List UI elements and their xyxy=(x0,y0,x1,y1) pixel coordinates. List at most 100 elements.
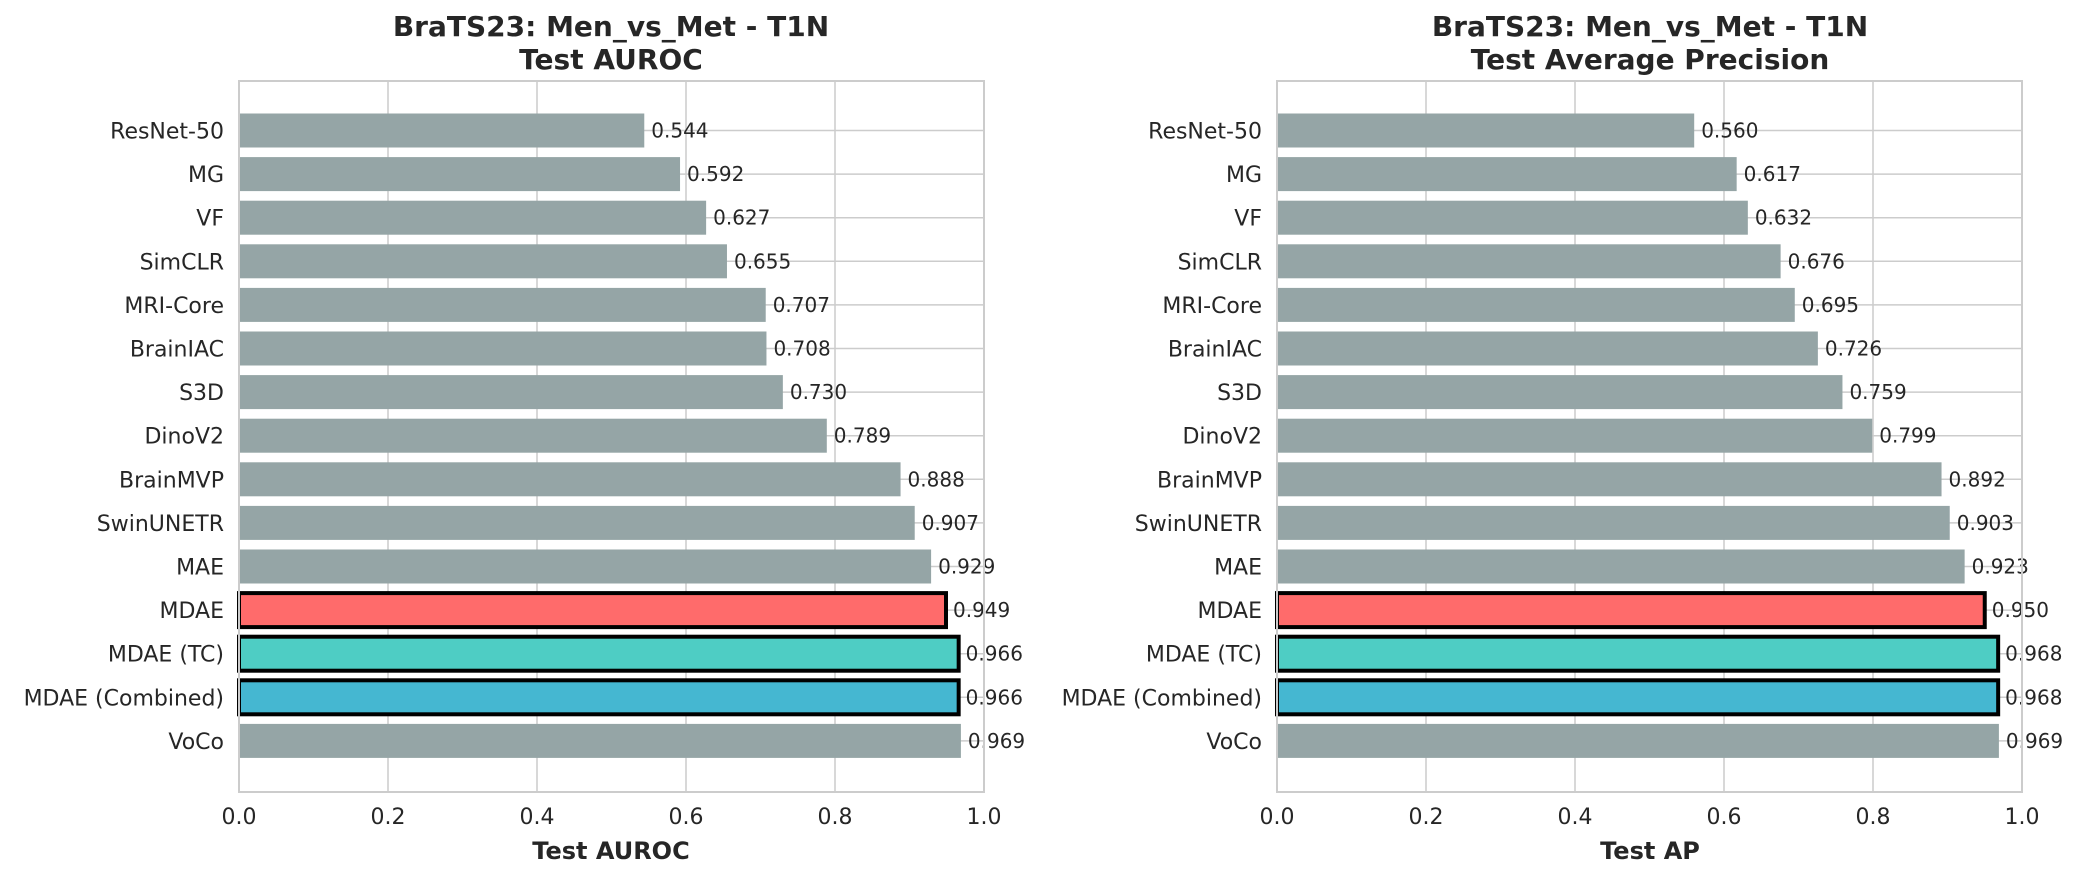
y-tick-label: MDAE xyxy=(160,599,225,624)
y-tick-label: SimCLR xyxy=(140,250,224,275)
y-tick-label: S3D xyxy=(1217,381,1262,406)
x-tick-label: 0.6 xyxy=(669,805,704,830)
y-tick-label: MAE xyxy=(1214,556,1262,581)
value-label: 0.655 xyxy=(734,249,791,273)
value-label: 0.726 xyxy=(1825,337,1882,361)
y-tick-label: MAE xyxy=(176,556,224,581)
value-label: 0.592 xyxy=(687,162,744,186)
bar-mdae xyxy=(1275,591,1987,630)
y-tick-label: MG xyxy=(188,163,224,188)
value-label: 0.966 xyxy=(966,685,1023,709)
y-tick-label: VF xyxy=(196,207,224,232)
plot-frame xyxy=(238,80,985,793)
bar-voco xyxy=(239,723,961,758)
bar-vf xyxy=(1277,200,1748,235)
y-tick-label: DinoV2 xyxy=(1182,425,1262,450)
x-tick-label: 1.0 xyxy=(967,805,1002,830)
y-tick-label: BrainIAC xyxy=(1168,338,1262,363)
y-tick-label: SwinUNETR xyxy=(97,512,224,537)
bar-mdae xyxy=(237,591,949,630)
x-tick-label: 0.4 xyxy=(1558,805,1593,830)
bar-brainiac xyxy=(1277,331,1818,366)
y-tick-label: BrainIAC xyxy=(130,338,224,363)
value-label: 0.949 xyxy=(953,598,1010,622)
y-tick-label: MRI-Core xyxy=(1162,294,1262,319)
y-tick-label: VoCo xyxy=(168,730,224,755)
bar-simclr xyxy=(1277,244,1781,279)
value-label: 0.708 xyxy=(773,337,830,361)
value-label: 0.903 xyxy=(1957,511,2014,535)
value-label: 0.676 xyxy=(1788,249,1845,273)
y-tick-label: SwinUNETR xyxy=(1135,512,1262,537)
bar-simclr xyxy=(239,244,727,279)
y-tick-label: MDAE (TC) xyxy=(108,643,224,668)
y-tick-label: BrainMVP xyxy=(119,468,224,493)
bar-s3d xyxy=(239,375,783,410)
x-tick-label: 0.6 xyxy=(1707,805,1742,830)
bar-mri-core xyxy=(239,287,766,322)
value-label: 0.759 xyxy=(1849,380,1906,404)
value-label: 0.707 xyxy=(773,293,830,317)
bar-brainmvp xyxy=(239,462,901,497)
y-tick-label: BrainMVP xyxy=(1157,468,1262,493)
bar-dinov2 xyxy=(1277,418,1873,453)
x-tick-label: 0.4 xyxy=(520,805,555,830)
value-label: 0.969 xyxy=(2006,729,2063,753)
bar-mg xyxy=(1277,157,1737,192)
bar-resnet-50 xyxy=(239,113,645,148)
y-tick-label: MG xyxy=(1226,163,1262,188)
value-label: 0.789 xyxy=(834,424,891,448)
y-tick-label: MRI-Core xyxy=(124,294,224,319)
value-label: 0.923 xyxy=(1972,555,2029,579)
bar-mdae-combined xyxy=(237,678,961,717)
x-tick-label: 0.8 xyxy=(818,805,853,830)
x-tick-label: 0.0 xyxy=(222,805,257,830)
value-label: 0.695 xyxy=(1802,293,1859,317)
y-tick-label: SimCLR xyxy=(1178,250,1262,275)
value-label: 0.968 xyxy=(2005,685,2062,709)
value-label: 0.617 xyxy=(1744,162,1801,186)
auroc-panel: 0.544 ResNet-50 0.592 MG 0.627 VF 0.655 SimCLR 0… xyxy=(24,10,1026,865)
bar-mdae-combined xyxy=(1275,678,2001,717)
y-tick-label: ResNet-50 xyxy=(1148,120,1262,145)
bar-brainmvp xyxy=(1277,462,1942,497)
chart-title: BraTS23: Men_vs_Met - T1N xyxy=(393,10,829,43)
value-label: 0.799 xyxy=(1879,424,1936,448)
y-tick-label: DinoV2 xyxy=(144,425,224,450)
y-tick-label: MDAE xyxy=(1198,599,1263,624)
value-label: 0.730 xyxy=(790,380,847,404)
value-label: 0.966 xyxy=(966,642,1023,666)
bar-brainiac xyxy=(239,331,767,366)
value-label: 0.892 xyxy=(1949,467,2006,491)
value-label: 0.560 xyxy=(1701,119,1758,143)
y-tick-label: ResNet-50 xyxy=(110,120,224,145)
bar-mae xyxy=(1277,549,1965,584)
x-axis-label: Test AP xyxy=(1600,837,1700,865)
value-label: 0.929 xyxy=(938,555,995,579)
chart-title: BraTS23: Men_vs_Met - T1N xyxy=(1432,10,1868,43)
bar-mg xyxy=(239,157,681,192)
y-tick-label: MDAE (Combined) xyxy=(1062,686,1262,711)
value-label: 0.544 xyxy=(651,119,708,143)
x-tick-label: 0.8 xyxy=(1856,805,1891,830)
value-label: 0.950 xyxy=(1992,598,2049,622)
bar-resnet-50 xyxy=(1277,113,1695,148)
bar-mdae-tc xyxy=(1275,634,2001,673)
bar-swinunetr xyxy=(239,505,915,540)
chart-subtitle: Test Average Precision xyxy=(1471,43,1830,76)
x-tick-label: 0.2 xyxy=(1409,805,1444,830)
x-tick-label: 1.0 xyxy=(2005,805,2040,830)
bar-mae xyxy=(239,549,932,584)
bar-vf xyxy=(239,200,707,235)
x-tick-label: 0.0 xyxy=(1260,805,1295,830)
bar-mri-core xyxy=(1277,287,1795,322)
x-axis-label: Test AUROC xyxy=(532,837,689,865)
value-label: 0.969 xyxy=(968,729,1025,753)
bar-mdae-tc xyxy=(237,634,961,673)
chart-subtitle: Test AUROC xyxy=(519,43,703,76)
value-label: 0.907 xyxy=(922,511,979,535)
value-label: 0.627 xyxy=(713,206,770,230)
bar-swinunetr xyxy=(1277,505,1950,540)
y-tick-label: VF xyxy=(1234,207,1262,232)
